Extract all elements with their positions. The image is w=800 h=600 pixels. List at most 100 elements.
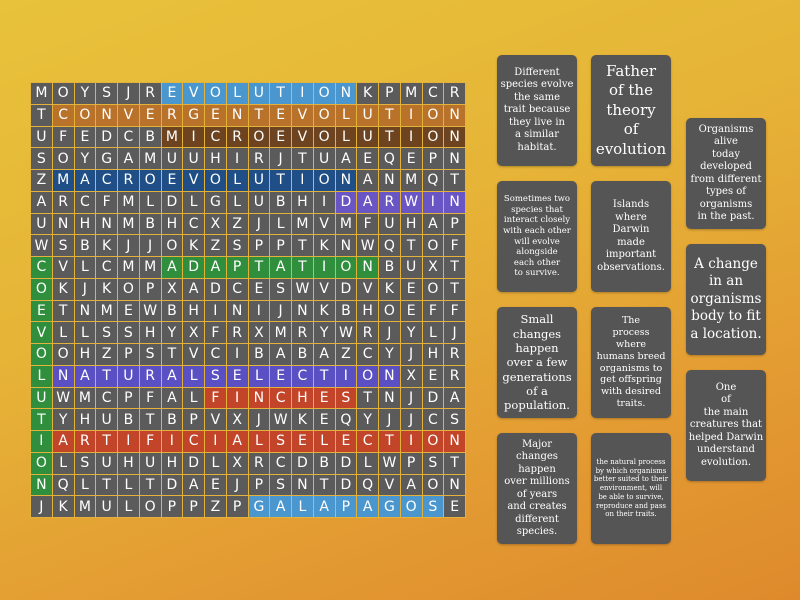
grid-cell[interactable]: Q	[335, 409, 357, 430]
grid-cell[interactable]: Y	[357, 409, 378, 430]
grid-cell[interactable]: T	[444, 257, 465, 278]
grid-cell[interactable]: E	[270, 365, 291, 387]
grid-cell[interactable]: E	[400, 300, 422, 322]
grid-cell[interactable]: P	[226, 257, 248, 278]
grid-cell[interactable]: N	[292, 474, 313, 496]
grid-cell[interactable]: H	[118, 452, 139, 474]
grid-cell[interactable]: N	[226, 300, 248, 322]
grid-cell[interactable]: B	[379, 257, 400, 278]
grid-cell[interactable]: Z	[31, 170, 52, 191]
grid-cell[interactable]: O	[422, 474, 444, 496]
grid-cell[interactable]: H	[292, 387, 313, 409]
grid-cell[interactable]: P	[161, 496, 183, 517]
grid-cell[interactable]: R	[226, 126, 248, 148]
grid-cell[interactable]: X	[226, 452, 248, 474]
grid-cell[interactable]: A	[444, 387, 465, 409]
grid-cell[interactable]: E	[313, 409, 335, 430]
grid-cell[interactable]: I	[205, 300, 226, 322]
grid-cell[interactable]: M	[400, 83, 422, 104]
grid-cell[interactable]: N	[96, 213, 117, 235]
grid-cell[interactable]: U	[139, 452, 161, 474]
grid-cell[interactable]: R	[226, 322, 248, 343]
grid-cell[interactable]: L	[226, 170, 248, 191]
grid-cell[interactable]: D	[161, 191, 183, 213]
grid-cell[interactable]: L	[139, 191, 161, 213]
grid-cell[interactable]: R	[444, 365, 465, 387]
grid-cell[interactable]: M	[400, 170, 422, 191]
grid-cell[interactable]: B	[118, 409, 139, 430]
grid-cell[interactable]: I	[118, 431, 139, 452]
grid-cell[interactable]: S	[139, 344, 161, 365]
grid-cell[interactable]: L	[31, 365, 52, 387]
grid-cell[interactable]: T	[31, 104, 52, 126]
grid-cell[interactable]: P	[183, 496, 204, 517]
grid-cell[interactable]: J	[444, 322, 465, 343]
grid-cell[interactable]: Q	[379, 148, 400, 169]
grid-cell[interactable]: A	[357, 170, 378, 191]
grid-cell[interactable]: R	[357, 322, 378, 343]
grid-cell[interactable]: L	[74, 322, 96, 343]
grid-cell[interactable]: V	[292, 104, 313, 126]
grid-cell[interactable]: N	[444, 126, 465, 148]
grid-cell[interactable]: H	[400, 213, 422, 235]
grid-cell[interactable]: N	[335, 235, 357, 256]
grid-cell[interactable]: V	[183, 344, 204, 365]
grid-cell[interactable]: H	[357, 300, 378, 322]
grid-cell[interactable]: L	[183, 387, 204, 409]
grid-cell[interactable]: O	[139, 496, 161, 517]
grid-cell[interactable]: V	[379, 474, 400, 496]
grid-cell[interactable]: L	[422, 322, 444, 343]
grid-cell[interactable]: T	[313, 474, 335, 496]
grid-cell[interactable]: W	[270, 409, 291, 430]
grid-cell[interactable]: F	[357, 213, 378, 235]
grid-cell[interactable]: I	[248, 300, 270, 322]
grid-cell[interactable]: E	[74, 126, 96, 148]
grid-cell[interactable]: T	[52, 300, 74, 322]
grid-cell[interactable]: C	[96, 257, 117, 278]
grid-cell[interactable]: O	[357, 365, 378, 387]
grid-cell[interactable]: T	[96, 474, 117, 496]
grid-cell[interactable]: O	[31, 278, 52, 300]
grid-cell[interactable]: M	[335, 213, 357, 235]
grid-cell[interactable]: U	[313, 148, 335, 169]
grid-cell[interactable]: N	[379, 387, 400, 409]
grid-cell[interactable]: W	[335, 322, 357, 343]
grid-cell[interactable]: T	[357, 387, 378, 409]
grid-cell[interactable]: L	[226, 191, 248, 213]
grid-cell[interactable]: K	[357, 83, 378, 104]
grid-cell[interactable]: G	[205, 191, 226, 213]
grid-cell[interactable]: O	[313, 83, 335, 104]
grid-cell[interactable]: M	[74, 496, 96, 517]
grid-cell[interactable]: L	[183, 191, 204, 213]
grid-cell[interactable]: N	[31, 474, 52, 496]
grid-cell[interactable]: E	[357, 148, 378, 169]
grid-cell[interactable]: Y	[313, 322, 335, 343]
grid-cell[interactable]: P	[183, 409, 204, 430]
grid-cell[interactable]: L	[248, 365, 270, 387]
grid-cell[interactable]: L	[313, 431, 335, 452]
grid-cell[interactable]: M	[139, 257, 161, 278]
grid-cell[interactable]: I	[335, 365, 357, 387]
grid-cell[interactable]: C	[205, 126, 226, 148]
grid-cell[interactable]: Y	[74, 148, 96, 169]
grid-cell[interactable]: D	[292, 452, 313, 474]
grid-cell[interactable]: M	[118, 213, 139, 235]
grid-cell[interactable]: C	[226, 278, 248, 300]
grid-cell[interactable]: B	[139, 213, 161, 235]
grid-cell[interactable]: J	[118, 235, 139, 256]
grid-cell[interactable]: R	[248, 452, 270, 474]
grid-cell[interactable]: H	[422, 344, 444, 365]
grid-cell[interactable]: J	[400, 387, 422, 409]
grid-cell[interactable]: M	[96, 300, 117, 322]
grid-cell[interactable]: M	[161, 126, 183, 148]
grid-cell[interactable]: J	[400, 344, 422, 365]
grid-cell[interactable]: W	[139, 300, 161, 322]
grid-cell[interactable]: F	[139, 387, 161, 409]
grid-cell[interactable]: F	[52, 126, 74, 148]
grid-cell[interactable]: P	[270, 235, 291, 256]
grid-cell[interactable]: F	[444, 235, 465, 256]
grid-cell[interactable]: U	[118, 365, 139, 387]
grid-cell[interactable]: O	[422, 104, 444, 126]
grid-cell[interactable]: K	[52, 496, 74, 517]
grid-cell[interactable]: K	[96, 235, 117, 256]
